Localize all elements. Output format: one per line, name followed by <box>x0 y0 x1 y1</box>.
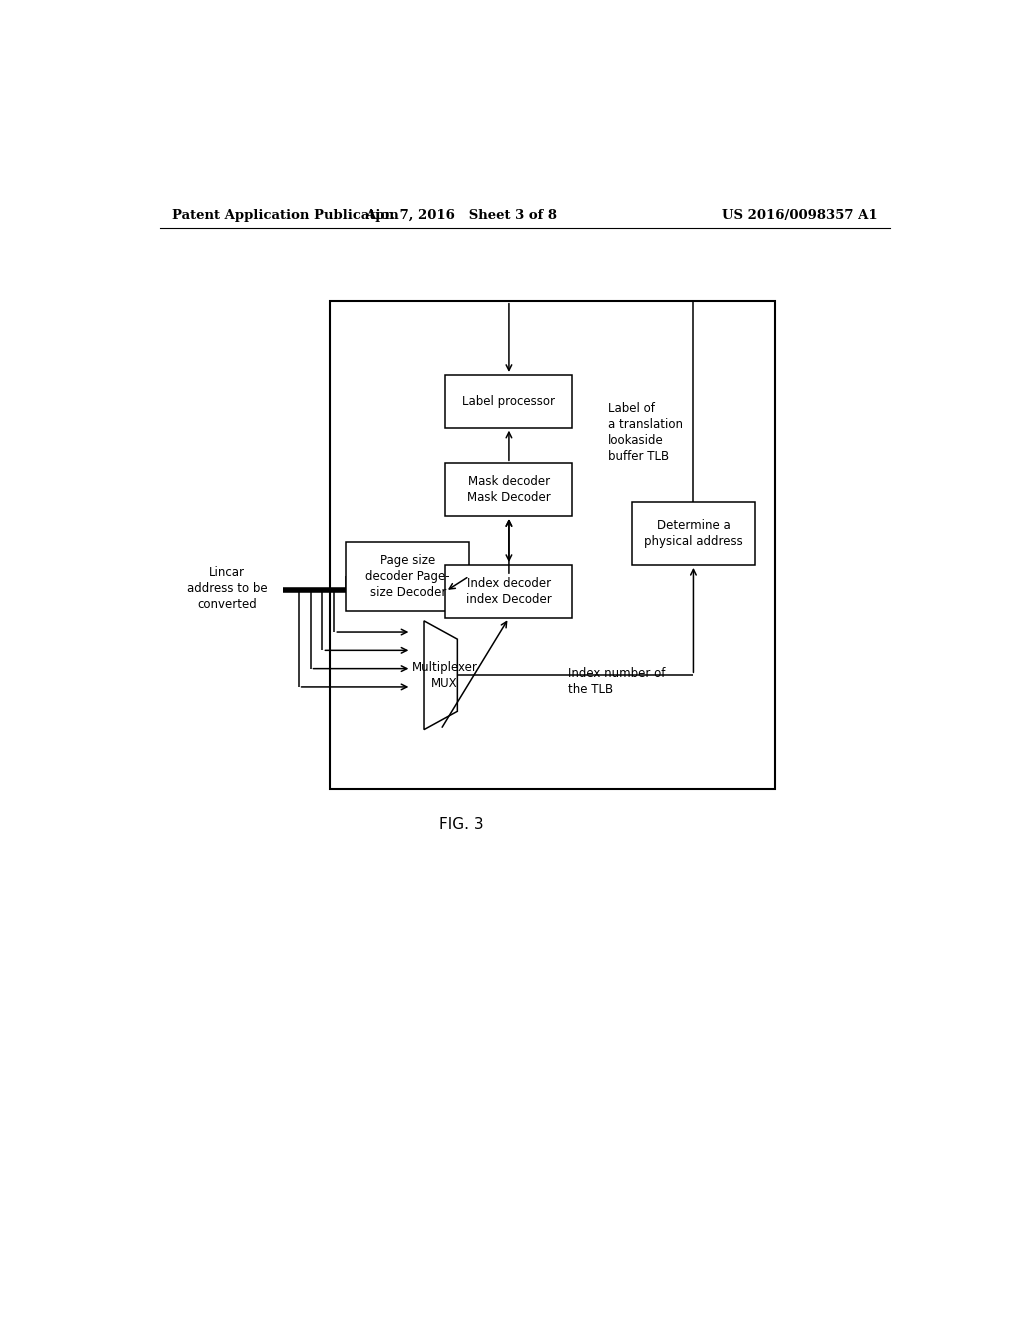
Text: Patent Application Publication: Patent Application Publication <box>172 209 398 222</box>
Polygon shape <box>424 620 458 730</box>
Text: Index decoder
index Decoder: Index decoder index Decoder <box>466 577 552 606</box>
Text: FIG. 3: FIG. 3 <box>439 817 483 832</box>
FancyBboxPatch shape <box>445 463 572 516</box>
FancyBboxPatch shape <box>346 541 469 611</box>
FancyBboxPatch shape <box>331 301 775 788</box>
Text: Apr. 7, 2016   Sheet 3 of 8: Apr. 7, 2016 Sheet 3 of 8 <box>366 209 557 222</box>
Text: Determine a
physical address: Determine a physical address <box>644 519 742 548</box>
Text: Mask decoder
Mask Decoder: Mask decoder Mask Decoder <box>467 475 551 504</box>
Text: Multiplexer
MUX: Multiplexer MUX <box>412 661 477 690</box>
Text: Index number of
the TLB: Index number of the TLB <box>568 668 666 697</box>
Text: Label processor: Label processor <box>463 395 555 408</box>
FancyBboxPatch shape <box>632 502 755 565</box>
FancyBboxPatch shape <box>445 565 572 618</box>
FancyBboxPatch shape <box>445 375 572 428</box>
Text: Lincar
address to be
converted: Lincar address to be converted <box>187 566 267 611</box>
Text: Page size
decoder Page-
size Decoder: Page size decoder Page- size Decoder <box>366 553 451 599</box>
Text: Label of
a translation
lookaside
buffer TLB: Label of a translation lookaside buffer … <box>608 403 683 463</box>
Text: US 2016/0098357 A1: US 2016/0098357 A1 <box>722 209 878 222</box>
